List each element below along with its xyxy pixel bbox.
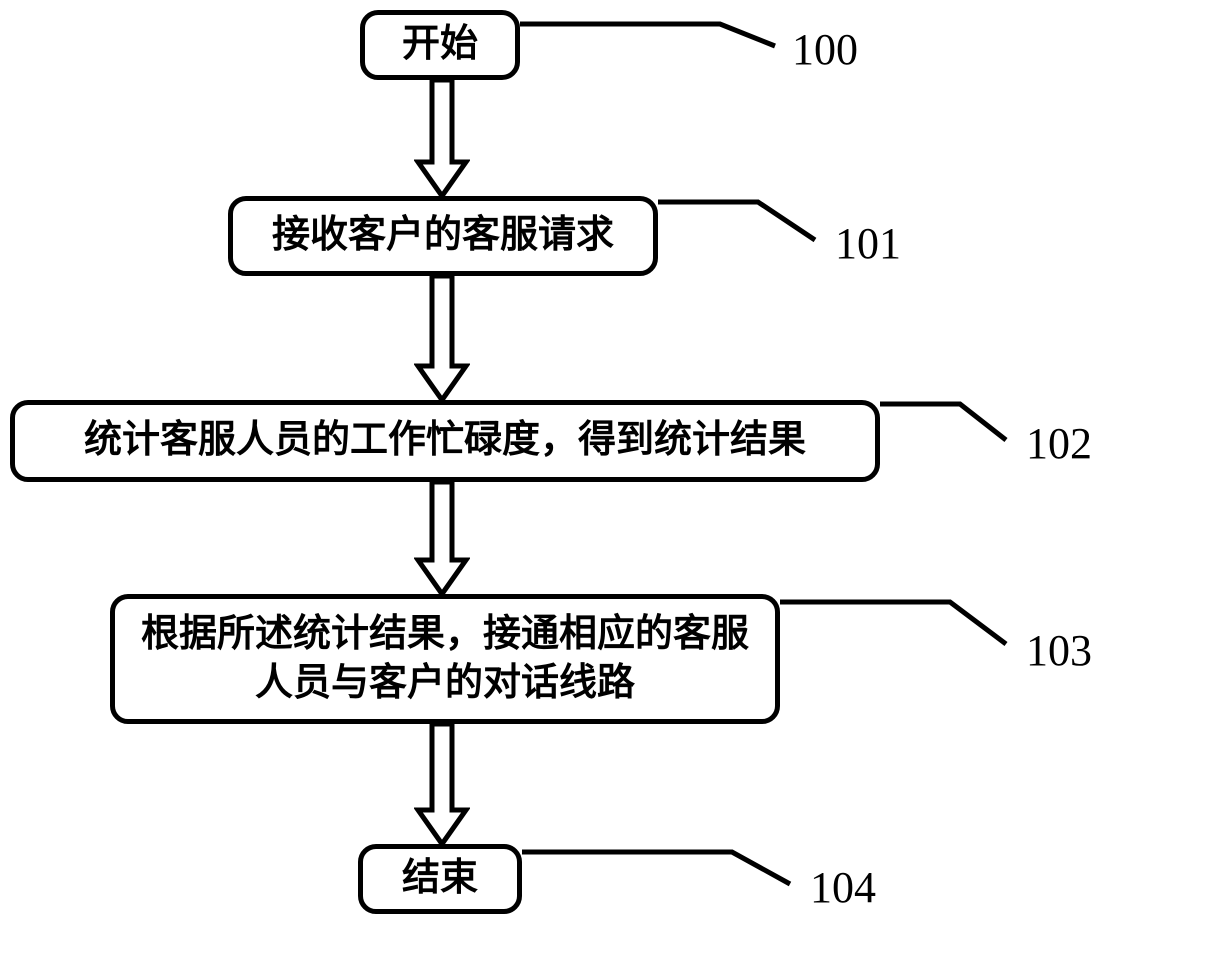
node-label: 101 xyxy=(835,218,901,269)
callout-line xyxy=(658,198,823,244)
node-text: 接收客户的客服请求 xyxy=(272,211,614,260)
node-text: 结束 xyxy=(402,854,478,903)
flowchart-node-receive: 接收客户的客服请求 xyxy=(228,196,658,276)
flowchart-node-start: 开始 xyxy=(360,10,520,80)
flowchart-node-connect: 根据所述统计结果，接通相应的客服人员与客户的对话线路 xyxy=(110,594,780,724)
callout-line xyxy=(522,848,797,888)
callout-line xyxy=(520,20,780,50)
flowchart-arrow xyxy=(414,276,470,404)
callout-line xyxy=(780,598,1015,648)
callout-line xyxy=(880,400,1015,444)
flowchart-arrow xyxy=(414,482,470,598)
node-label: 102 xyxy=(1026,418,1092,469)
flowchart-node-stats: 统计客服人员的工作忙碌度，得到统计结果 xyxy=(10,400,880,482)
flowchart-arrow xyxy=(414,724,470,848)
flowchart-arrow xyxy=(414,80,470,200)
node-label: 100 xyxy=(792,24,858,75)
flowchart-container: 开始 100 接收客户的客服请求 101 统计客服人员的工作忙碌度，得到统计结果… xyxy=(0,0,1219,964)
node-text: 开始 xyxy=(402,20,478,69)
node-label: 103 xyxy=(1026,625,1092,676)
node-text: 统计客服人员的工作忙碌度，得到统计结果 xyxy=(84,416,806,465)
node-label: 104 xyxy=(810,862,876,913)
node-text: 根据所述统计结果，接通相应的客服人员与客户的对话线路 xyxy=(129,610,761,709)
flowchart-node-end: 结束 xyxy=(358,844,522,914)
